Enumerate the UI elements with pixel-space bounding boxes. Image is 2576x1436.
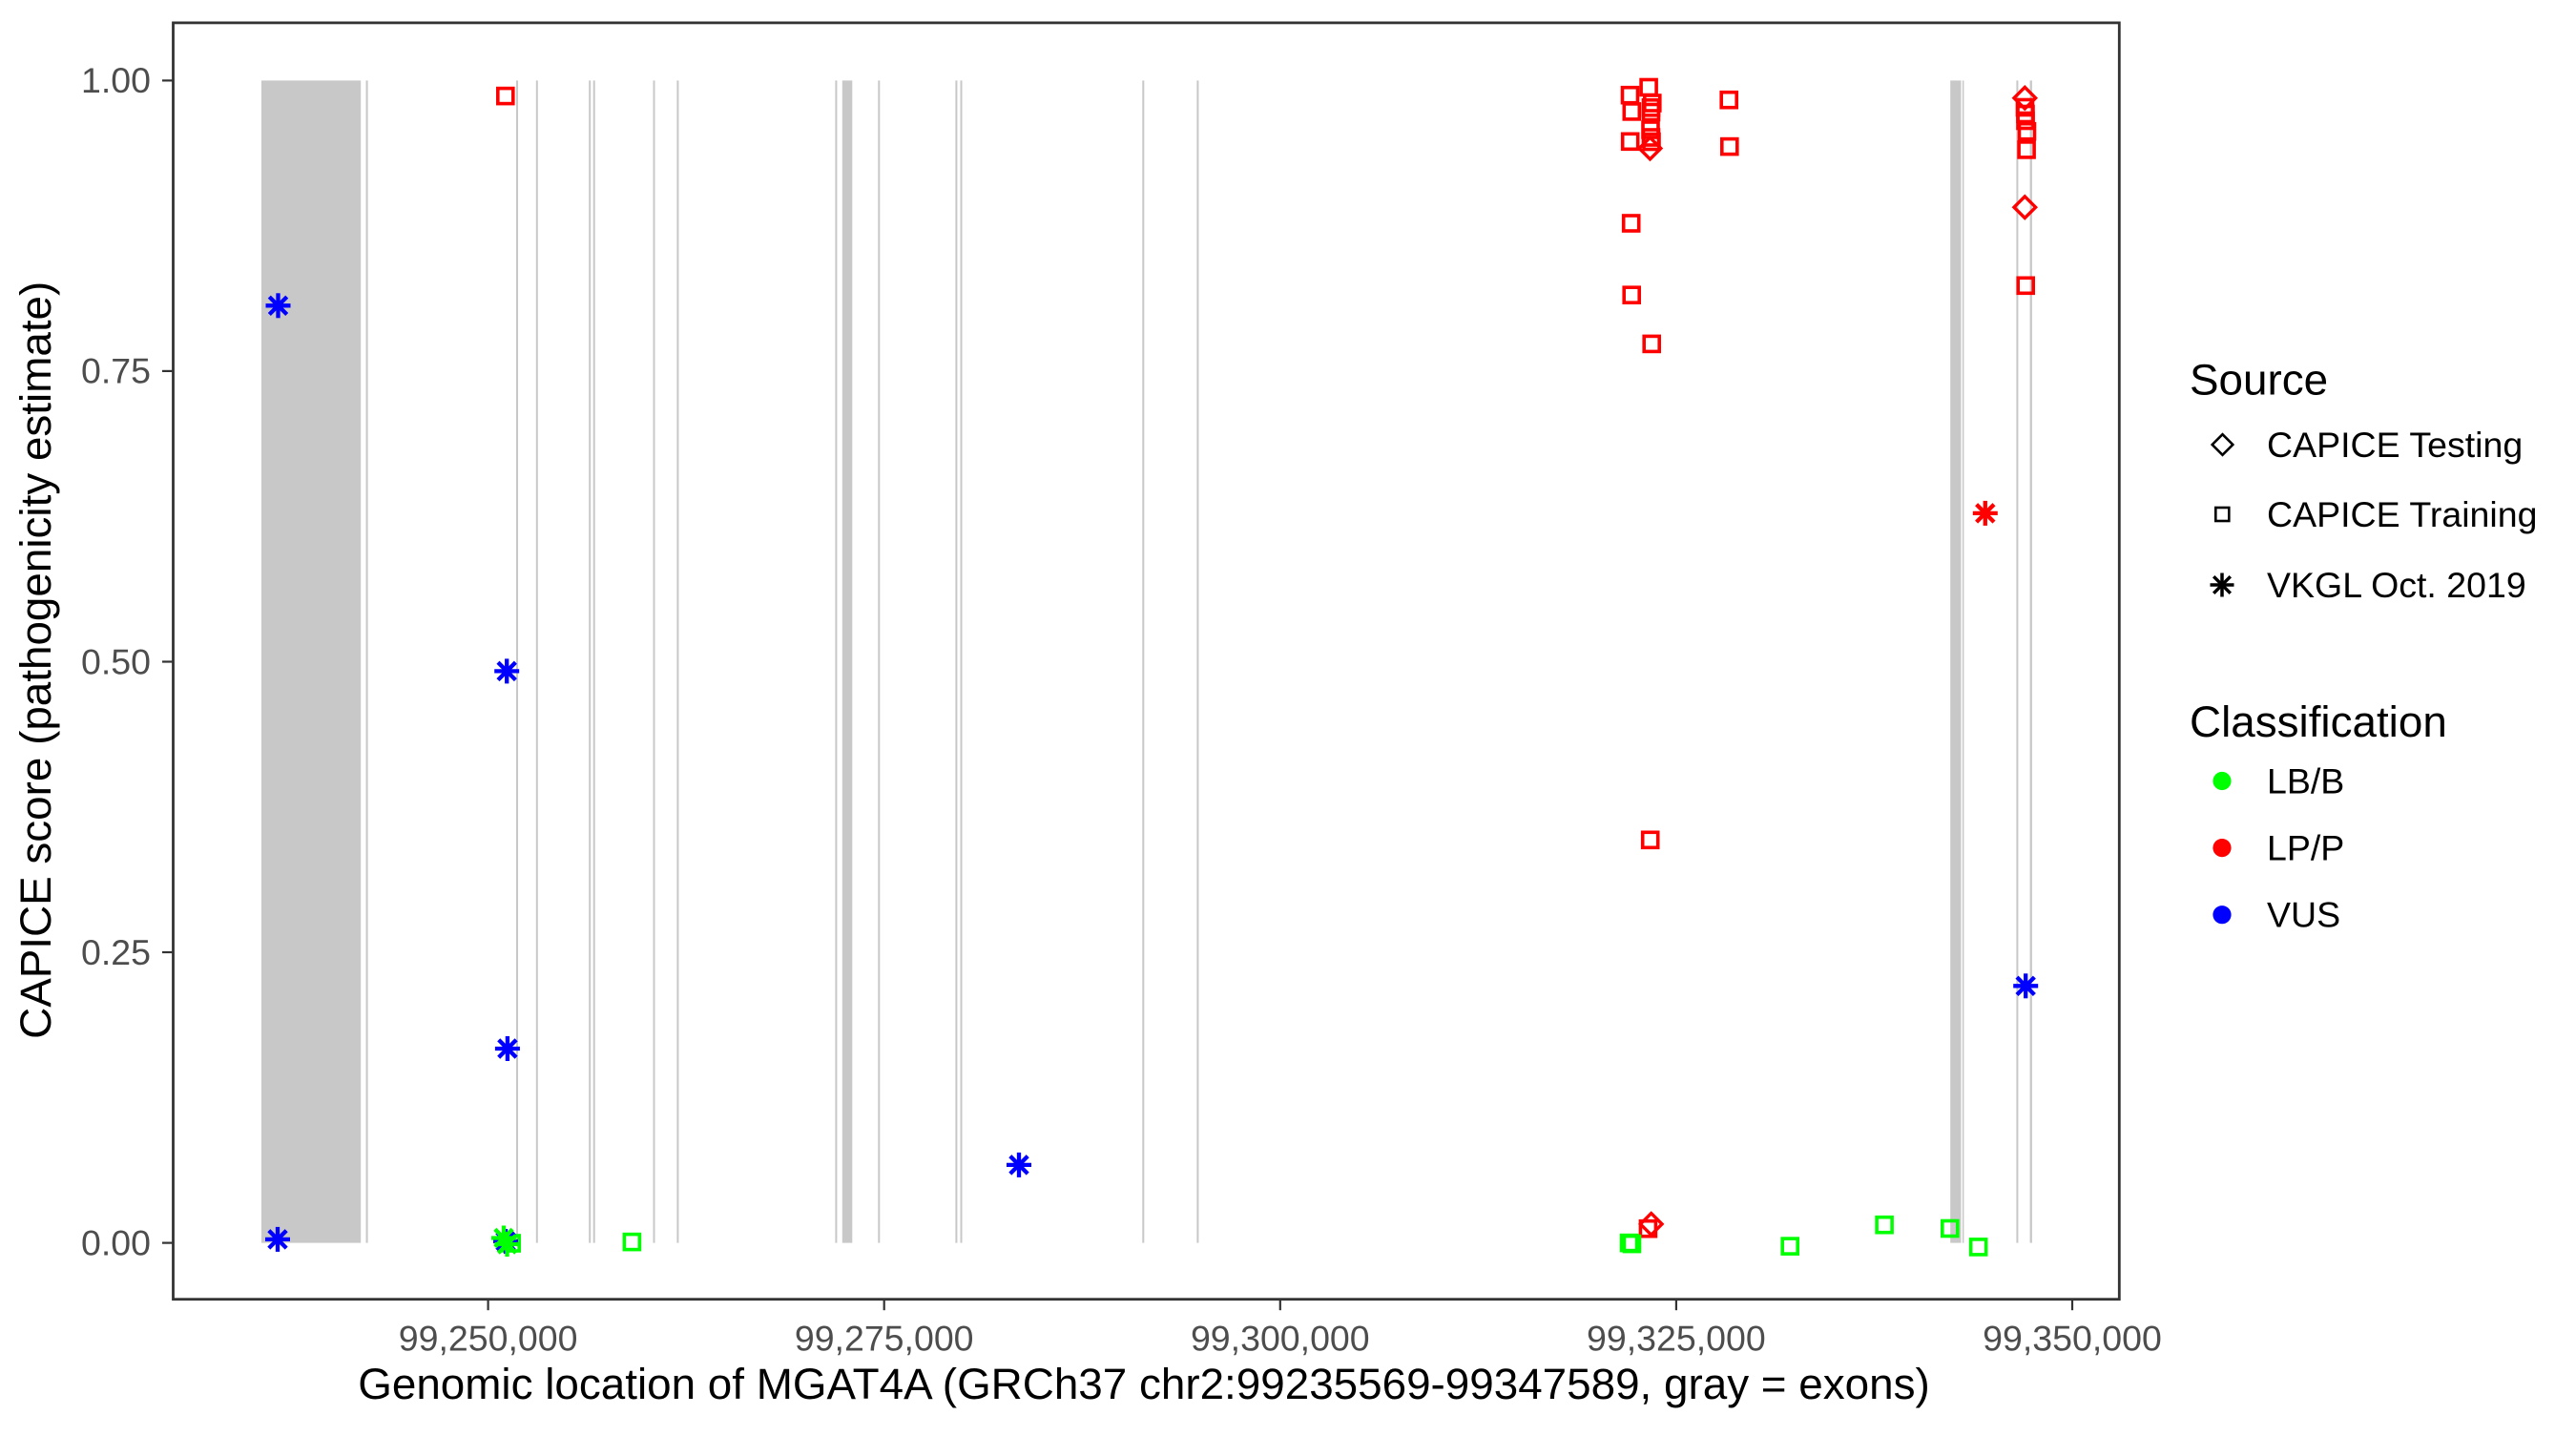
- svg-text:99,350,000: 99,350,000: [1983, 1318, 2162, 1358]
- svg-text:1.00: 1.00: [81, 60, 151, 100]
- svg-text:Source: Source: [2190, 356, 2328, 405]
- svg-text:LB/B: LB/B: [2267, 760, 2344, 801]
- svg-text:99,300,000: 99,300,000: [1191, 1318, 1370, 1358]
- svg-text:CAPICE score (pathogenicity es: CAPICE score (pathogenicity estimate): [11, 281, 60, 1039]
- svg-text:0.25: 0.25: [81, 932, 151, 972]
- svg-text:0.75: 0.75: [81, 351, 151, 391]
- svg-text:0.50: 0.50: [81, 641, 151, 681]
- svg-text:CAPICE Training: CAPICE Training: [2267, 494, 2537, 534]
- svg-text:CAPICE Testing: CAPICE Testing: [2267, 425, 2523, 465]
- svg-text:99,325,000: 99,325,000: [1587, 1318, 1766, 1358]
- svg-text:Classification: Classification: [2190, 697, 2447, 746]
- svg-text:0.00: 0.00: [81, 1222, 151, 1262]
- svg-text:VUS: VUS: [2267, 895, 2340, 935]
- svg-text:99,250,000: 99,250,000: [399, 1318, 578, 1358]
- svg-text:99,275,000: 99,275,000: [795, 1318, 974, 1358]
- svg-text:Genomic location of MGAT4A (GR: Genomic location of MGAT4A (GRCh37 chr2:…: [358, 1360, 1930, 1408]
- svg-text:LP/P: LP/P: [2267, 827, 2344, 867]
- svg-text:VKGL Oct. 2019: VKGL Oct. 2019: [2267, 565, 2526, 605]
